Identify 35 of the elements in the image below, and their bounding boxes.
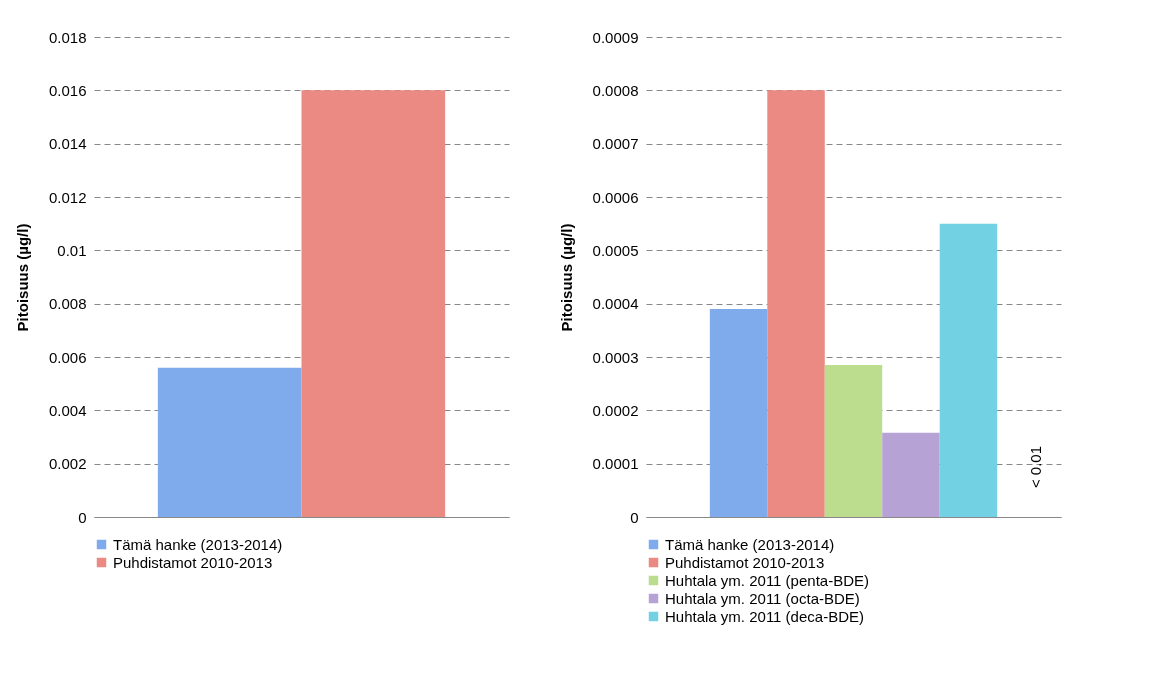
y-tick-label: 0.012 <box>48 188 87 206</box>
y-tick-label: 0.014 <box>48 135 87 153</box>
y-tick-label: 0.004 <box>48 401 87 419</box>
legend-label: Huhtala ym. 2011 (octa-BDE) <box>665 589 860 607</box>
legend-label: Huhtala ym. 2011 (penta-BDE) <box>665 571 869 589</box>
y-tick-label: 0.0002 <box>592 401 639 419</box>
y-tick-label: 0.0008 <box>592 81 639 99</box>
y-tick-label: 0.0009 <box>592 28 639 46</box>
y-tick-label: 0 <box>78 508 87 526</box>
bar <box>882 432 940 517</box>
y-axis-title: Pitoisuus (µg/l) <box>557 223 575 332</box>
y-tick-label: 0.0003 <box>592 348 639 366</box>
bar <box>824 365 883 517</box>
bar <box>709 309 768 517</box>
bar <box>939 223 998 517</box>
y-tick-label: 0.0005 <box>592 241 639 259</box>
y-tick-label: 0 <box>630 508 639 526</box>
legend-label: Puhdistamot 2010-2013 <box>665 553 825 571</box>
y-tick-label: 0.016 <box>48 81 87 99</box>
legend-label: Puhdistamot 2010-2013 <box>113 553 273 571</box>
legend-label: Tämä hanke (2013-2014) <box>113 535 283 553</box>
y-tick-label: 0.0001 <box>592 455 639 473</box>
annotation: < 0.01 <box>1027 445 1044 489</box>
y-tick-label: 0.01 <box>57 241 87 259</box>
y-tick-label: 0.018 <box>48 28 87 46</box>
y-tick-label: 0.008 <box>48 295 87 313</box>
y-tick-label: 0.0004 <box>592 295 639 313</box>
legend-label: Huhtala ym. 2011 (deca-BDE) <box>665 607 864 625</box>
y-tick-label: 0.002 <box>48 455 87 473</box>
y-tick-label: 0.006 <box>48 348 87 366</box>
y-tick-label: 0.0006 <box>592 188 639 206</box>
y-axis-title: Pitoisuus (µg/l) <box>13 223 31 332</box>
y-tick-label: 0.0007 <box>592 135 639 153</box>
bar <box>767 90 825 517</box>
legend-label: Tämä hanke (2013-2014) <box>665 535 835 553</box>
